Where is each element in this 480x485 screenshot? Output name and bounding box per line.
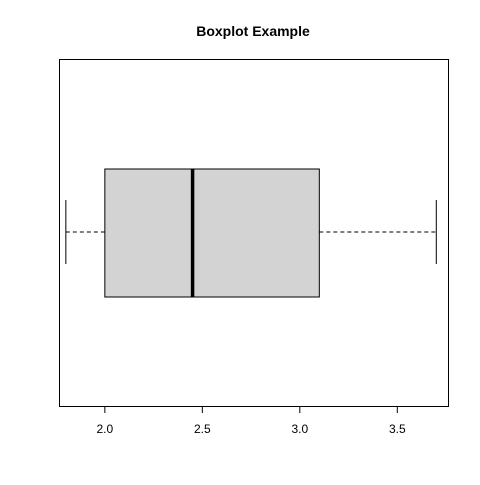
x-tick-label: 2.0 <box>97 422 114 436</box>
chart-title: Boxplot Example <box>196 23 310 39</box>
x-axis: 2.0 2.5 3.0 3.5 <box>97 406 406 436</box>
boxplot-group <box>65 168 437 298</box>
x-tick-label: 2.5 <box>194 422 211 436</box>
x-tick-label: 3.0 <box>291 422 308 436</box>
interquartile-box <box>104 168 320 298</box>
x-tick-label: 3.5 <box>389 422 406 436</box>
